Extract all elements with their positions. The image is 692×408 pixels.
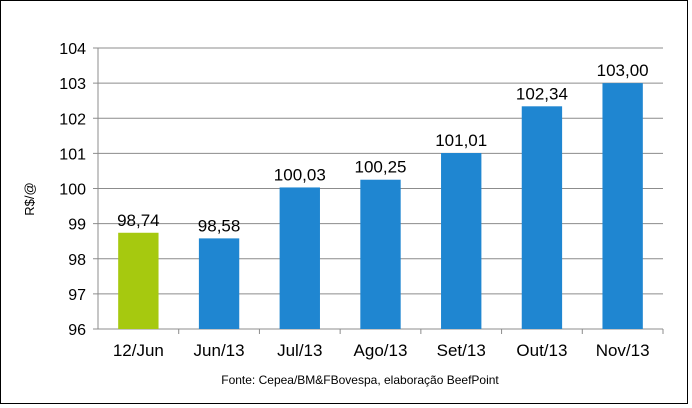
data-label: 98,58 — [198, 216, 241, 235]
y-tick-label: 97 — [68, 287, 86, 304]
x-tick-label: 12/Jun — [113, 341, 164, 360]
tick-labels: 96 97 98 99 100 101 102 103 104 12/Jun Jun/13 Jul/1… — [59, 41, 649, 360]
data-label: 98,74 — [117, 211, 160, 230]
y-tick-label: 99 — [68, 217, 86, 234]
y-tick-label: 100 — [59, 182, 86, 199]
x-tick-label: Nov/13 — [596, 341, 650, 360]
x-tick-label: Set/13 — [437, 341, 486, 360]
x-tick-label: Jun/13 — [194, 341, 245, 360]
data-labels: 98,74 98,58 100,03 100,25 101,01 102,34 103,00 — [117, 61, 649, 235]
bar-set-13 — [441, 153, 482, 329]
data-label: 100,03 — [274, 165, 326, 184]
y-tick-label: 98 — [68, 252, 86, 269]
x-tick-label: Jul/13 — [277, 341, 322, 360]
bar-ago-13 — [360, 179, 401, 329]
y-tick-label: 102 — [59, 111, 86, 128]
x-tick-label: Out/13 — [516, 341, 567, 360]
data-label: 103,00 — [597, 61, 649, 80]
y-tick-label: 101 — [59, 146, 86, 163]
y-tick-label: 104 — [59, 41, 86, 58]
bar-jun-13 — [198, 238, 240, 329]
y-tick-label: 96 — [68, 322, 86, 339]
data-label: 102,34 — [516, 84, 568, 103]
data-label: 101,01 — [435, 131, 487, 150]
bar-12-jun — [118, 232, 159, 329]
bar-out-13 — [521, 106, 563, 330]
y-axis-title: R$/@ — [22, 182, 37, 215]
y-tick-label: 103 — [59, 76, 86, 93]
bar-nov-13 — [602, 83, 643, 329]
x-tick-label: Ago/13 — [354, 341, 408, 360]
data-label: 100,25 — [355, 158, 407, 177]
bars — [118, 83, 643, 330]
bar-jul-13 — [279, 187, 320, 329]
source-note: Fonte: Cepea/BM&FBovespa, elaboração Bee… — [221, 373, 499, 387]
